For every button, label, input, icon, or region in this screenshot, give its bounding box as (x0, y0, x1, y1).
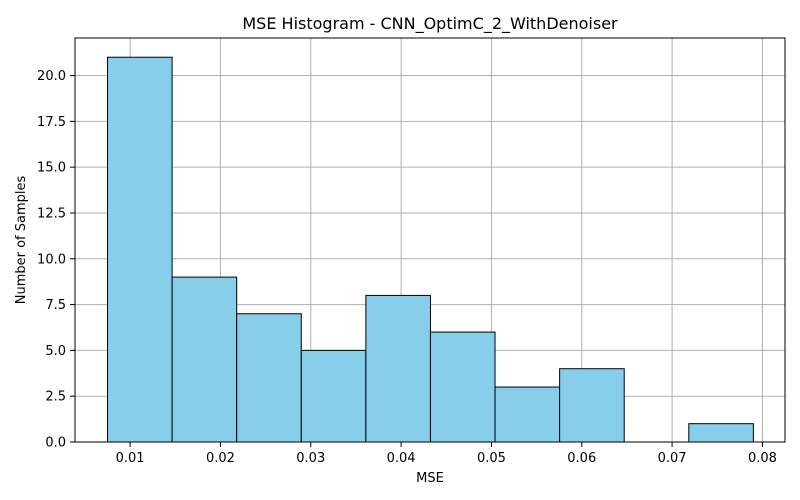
y-tick-label: 17.5 (37, 115, 66, 130)
x-tick-label: 0.03 (296, 451, 325, 466)
x-axis-ticks: 0.01 0.02 0.03 0.04 0.05 0.06 0.07 0.08 (116, 442, 777, 466)
y-tick-label: 15.0 (37, 161, 66, 176)
y-tick-label: 12.5 (37, 206, 66, 221)
histogram-bar-1 (171, 276, 238, 443)
y-tick-label: 10.0 (37, 252, 66, 267)
histogram-bar-0 (107, 56, 173, 443)
histogram-bar-5 (429, 331, 496, 443)
y-tick-label: 0.0 (45, 436, 66, 451)
x-tick-label: 0.01 (116, 451, 145, 466)
x-tick-label: 0.08 (748, 451, 777, 466)
histogram-bar-4 (365, 294, 431, 443)
x-axis-label: MSE (416, 471, 444, 486)
x-tick-label: 0.06 (567, 451, 596, 466)
y-tick-label: 20.0 (37, 69, 66, 84)
x-tick-label: 0.07 (658, 451, 687, 466)
y-tick-label: 7.5 (45, 298, 66, 313)
y-axis-ticks: 0.0 2.5 5.0 7.5 10.0 12.5 15.0 17.5 20.0 (37, 69, 75, 451)
histogram-bar-3 (300, 349, 367, 443)
bars-layer (107, 56, 754, 443)
histogram-bar-2 (236, 313, 302, 443)
y-axis-label: Number of Samples (14, 176, 29, 305)
x-tick-label: 0.05 (477, 451, 506, 466)
histogram-bar-6 (494, 386, 561, 443)
chart-title: MSE Histogram - CNN_OptimC_2_WithDenoise… (242, 14, 618, 34)
plot-frame (74, 37, 786, 443)
histogram-bar-7 (559, 368, 625, 443)
x-tick-label: 0.04 (387, 451, 416, 466)
x-tick-label: 0.02 (206, 451, 235, 466)
y-tick-label: 5.0 (45, 344, 66, 359)
y-tick-label: 2.5 (45, 390, 66, 405)
histogram-bar-9 (688, 423, 754, 443)
